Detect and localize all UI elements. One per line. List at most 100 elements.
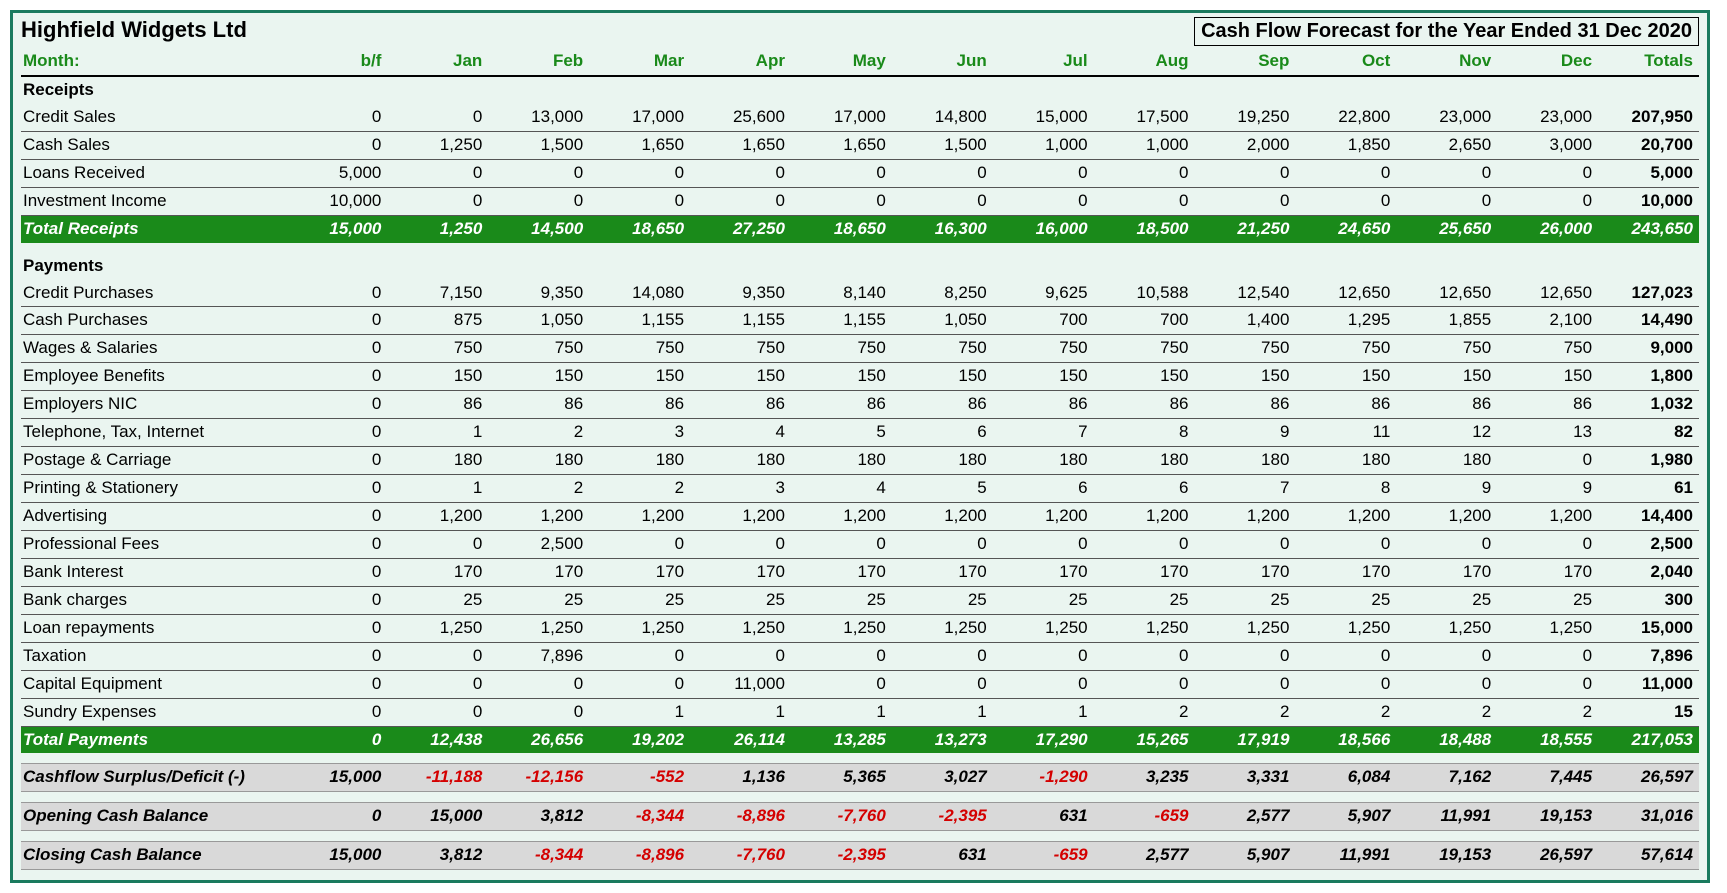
cell: 1,200: [892, 503, 993, 531]
cell: 14,400: [1598, 503, 1699, 531]
col-may: May: [791, 48, 892, 76]
table-row: Printing & Stationery012234566789961: [21, 475, 1699, 503]
cell: 0: [1497, 187, 1598, 215]
cell: 170: [1094, 558, 1195, 586]
cell: 150: [791, 363, 892, 391]
cell: 1,250: [488, 614, 589, 642]
cell: 5,365: [791, 764, 892, 792]
cell: 0: [1094, 670, 1195, 698]
summary-row: Opening Cash Balance015,0003,812-8,344-8…: [21, 803, 1699, 831]
cell: 0: [1396, 530, 1497, 558]
cell: 150: [1295, 363, 1396, 391]
cell: 0: [589, 530, 690, 558]
cell: 150: [1195, 363, 1296, 391]
cell: 170: [1195, 558, 1296, 586]
cell: 5: [791, 419, 892, 447]
cell: 0: [387, 698, 488, 726]
cell: 0: [1497, 530, 1598, 558]
row-label: Postage & Carriage: [21, 447, 287, 475]
cell: 150: [993, 363, 1094, 391]
cell: 1,050: [488, 307, 589, 335]
cell: 18,650: [791, 215, 892, 242]
cell: 16,300: [892, 215, 993, 242]
cell: 17,000: [589, 104, 690, 131]
cell: 0: [287, 698, 388, 726]
cell: 2: [1094, 698, 1195, 726]
cell: 750: [993, 335, 1094, 363]
cell: 0: [287, 614, 388, 642]
row-label: Cash Sales: [21, 131, 287, 159]
cell: 0: [1295, 159, 1396, 187]
cell: 0: [993, 642, 1094, 670]
cell: 1,155: [690, 307, 791, 335]
row-label: Bank charges: [21, 586, 287, 614]
cell: 0: [589, 159, 690, 187]
cell: 1,250: [387, 131, 488, 159]
cell: 17,500: [1094, 104, 1195, 131]
cell: 12,650: [1497, 280, 1598, 307]
cell: 10,000: [287, 187, 388, 215]
cell: 2,040: [1598, 558, 1699, 586]
cell: 0: [287, 391, 388, 419]
cell: 12,540: [1195, 280, 1296, 307]
cell: 2,500: [1598, 530, 1699, 558]
cell: 180: [690, 447, 791, 475]
cell: 1,250: [791, 614, 892, 642]
cell: 0: [287, 586, 388, 614]
cell: 170: [1396, 558, 1497, 586]
column-header-row: Month: b/f Jan Feb Mar Apr May Jun Jul A…: [21, 48, 1699, 76]
cell: 170: [892, 558, 993, 586]
summary-row: Cashflow Surplus/Deficit (-)15,000-11,18…: [21, 764, 1699, 792]
cell: 0: [287, 670, 388, 698]
cell: 1,980: [1598, 447, 1699, 475]
cell: 0: [892, 530, 993, 558]
cell: 8: [1295, 475, 1396, 503]
cell: 1,155: [791, 307, 892, 335]
cell: 0: [791, 530, 892, 558]
table-row: Cash Sales01,2501,5001,6501,6501,6501,50…: [21, 131, 1699, 159]
cell: 86: [387, 391, 488, 419]
cell: 1,155: [589, 307, 690, 335]
col-dec: Dec: [1497, 48, 1598, 76]
cell: 0: [1295, 670, 1396, 698]
cell: 0: [690, 642, 791, 670]
cell: 0: [488, 159, 589, 187]
cell: 6: [993, 475, 1094, 503]
cell: 0: [287, 307, 388, 335]
cell: 7,896: [488, 642, 589, 670]
cell: 26,000: [1497, 215, 1598, 242]
col-jan: Jan: [387, 48, 488, 76]
summary-label: Cashflow Surplus/Deficit (-): [21, 764, 287, 792]
cell: -8,344: [488, 842, 589, 870]
cell: 0: [892, 670, 993, 698]
cell: -2,395: [791, 842, 892, 870]
cell: 0: [1396, 159, 1497, 187]
cell: 18,500: [1094, 215, 1195, 242]
cell: 0: [287, 104, 388, 131]
cell: 25: [1195, 586, 1296, 614]
cell: 86: [1295, 391, 1396, 419]
cell: 0: [287, 363, 388, 391]
col-apr: Apr: [690, 48, 791, 76]
row-label: Cash Purchases: [21, 307, 287, 335]
cell: 86: [690, 391, 791, 419]
cell: 0: [1295, 187, 1396, 215]
cell: 12,650: [1396, 280, 1497, 307]
cell: 1,200: [387, 503, 488, 531]
cell: 1,032: [1598, 391, 1699, 419]
table-row: Loans Received5,0000000000000005,000: [21, 159, 1699, 187]
cell: 14,490: [1598, 307, 1699, 335]
cell: 25: [387, 586, 488, 614]
table-row: Credit Purchases07,1509,35014,0809,3508,…: [21, 280, 1699, 307]
cell: 1,800: [1598, 363, 1699, 391]
cell: 27,250: [690, 215, 791, 242]
cell: -659: [993, 842, 1094, 870]
row-label: Loans Received: [21, 159, 287, 187]
cell: 11,991: [1396, 803, 1497, 831]
cell: 18,555: [1497, 726, 1598, 753]
row-label: Sundry Expenses: [21, 698, 287, 726]
cell: 0: [287, 475, 388, 503]
cell: 13: [1497, 419, 1598, 447]
summary-label: Closing Cash Balance: [21, 842, 287, 870]
col-nov: Nov: [1396, 48, 1497, 76]
